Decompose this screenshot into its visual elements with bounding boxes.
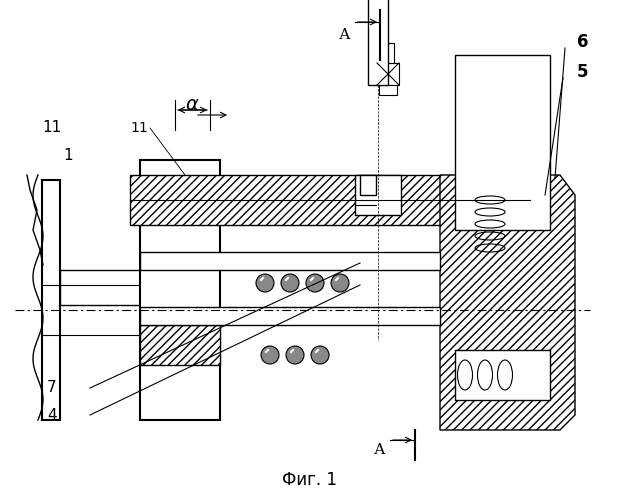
Circle shape: [311, 346, 329, 364]
Text: $\alpha$: $\alpha$: [184, 96, 199, 114]
Circle shape: [261, 346, 279, 364]
Bar: [455, 55, 550, 230]
Circle shape: [281, 274, 299, 292]
Polygon shape: [440, 175, 575, 430]
Text: 11: 11: [42, 120, 61, 136]
Bar: [377, 63, 399, 85]
Text: 11: 11: [130, 121, 148, 135]
Circle shape: [256, 274, 274, 292]
Bar: [355, 175, 401, 215]
Bar: [368, 0, 388, 85]
Circle shape: [286, 346, 304, 364]
Text: Фиг. 1: Фиг. 1: [283, 471, 337, 489]
Bar: [140, 252, 440, 270]
Text: 1: 1: [63, 148, 73, 162]
Text: 4: 4: [47, 408, 57, 422]
Circle shape: [331, 274, 349, 292]
Circle shape: [306, 274, 324, 292]
Bar: [140, 307, 440, 325]
Bar: [140, 160, 220, 420]
Bar: [60, 270, 140, 305]
Polygon shape: [130, 175, 530, 225]
Text: 7: 7: [47, 380, 57, 396]
Bar: [455, 350, 550, 400]
Bar: [42, 180, 60, 420]
Text: А: А: [374, 443, 386, 457]
Bar: [382, 43, 394, 63]
Polygon shape: [140, 325, 220, 365]
Bar: [379, 85, 397, 95]
Text: А: А: [339, 28, 351, 42]
Text: 6: 6: [577, 33, 589, 51]
Bar: [360, 175, 376, 195]
Text: 5: 5: [577, 63, 589, 81]
